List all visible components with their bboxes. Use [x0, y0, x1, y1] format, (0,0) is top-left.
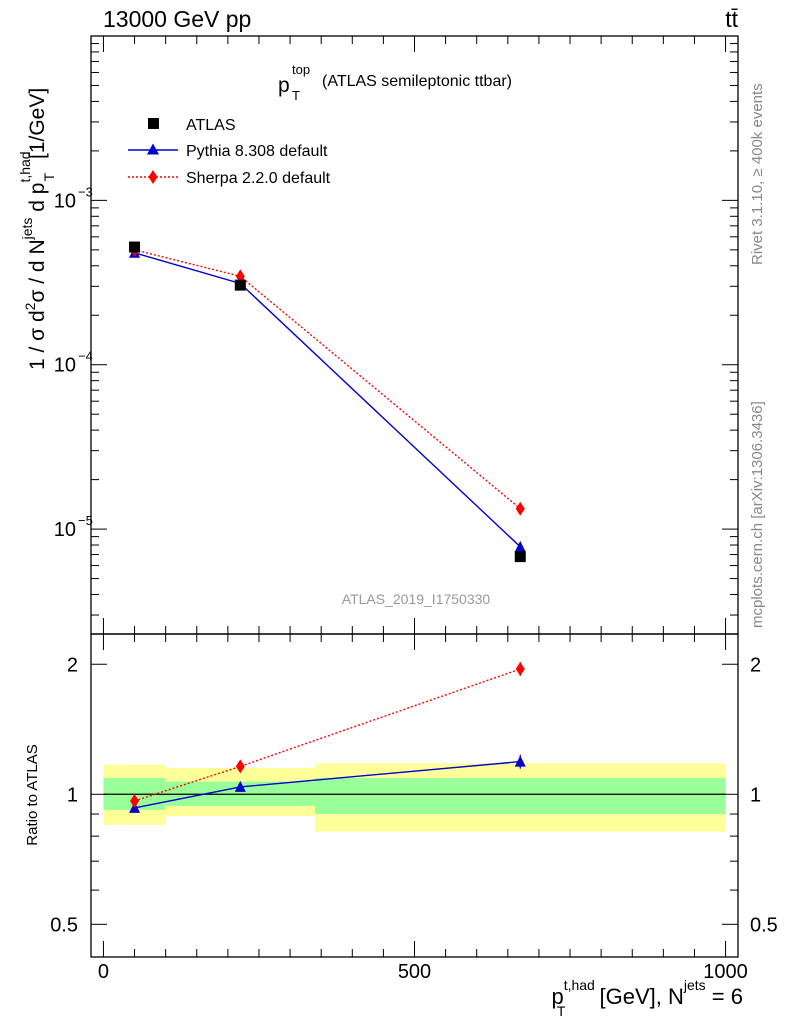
ylabel-top: 1 / σ d2σ / d Njets d pt,had T [1/GeV] — [17, 88, 57, 370]
ratio-series-0-point-2 — [514, 755, 526, 767]
main-panel: 10−510−410−3 p top T (ATLAS semileptonic… — [17, 35, 739, 635]
rivet-label: Rivet 3.1.10, ≥ 400k events — [749, 83, 766, 265]
plot-title-text: (ATLAS semileptonic ttbar) — [322, 73, 512, 90]
ylabel-top-subT: T — [41, 172, 57, 181]
series-1-point-2 — [514, 540, 526, 552]
ylabel-top-p1: 1 / σ d — [26, 310, 49, 370]
ratio-panel: 0.5 0.5 1 1 2 2 0 500 1000 Ratio to ATLAS pt,had… — [24, 633, 778, 1019]
ratio-xtick-label-1: 500 — [398, 961, 431, 983]
ratio-series-1-point-2 — [515, 662, 525, 677]
main-ytick-exp-0: −5 — [78, 513, 93, 528]
main-marks — [129, 241, 526, 563]
series-line-1 — [134, 252, 521, 548]
ylabel-top-p2: σ / d N — [26, 239, 49, 302]
band-inner-2 — [314, 778, 726, 815]
ratio-series-0-point-1 — [234, 780, 246, 792]
series-line-2 — [134, 249, 521, 510]
ratio-axes: 0.5 0.5 1 1 2 2 0 500 1000 — [50, 634, 778, 983]
ratio-ytick-label-right-1: 1 — [750, 784, 761, 806]
legend-sherpa-marker — [148, 170, 158, 184]
ratio-ytick-label-right-2: 2 — [750, 654, 761, 676]
ratio-ytick-label-right-0: 0.5 — [750, 914, 778, 936]
xlabel: pt,had T [GeV], Njets = 6 — [551, 977, 743, 1019]
legend-pythia-label: Pythia 8.308 default — [186, 143, 328, 160]
main-axes: 10−510−410−3 — [54, 35, 738, 634]
main-ytick-exp-2: −3 — [78, 184, 93, 199]
ratio-xtick-label-2: 1000 — [703, 961, 748, 983]
legend: ATLAS Pythia 8.308 default Sherpa 2.2.0 … — [128, 117, 331, 187]
ratio-bands — [103, 763, 726, 832]
plot-title-var: p — [278, 74, 290, 97]
ylabel-top-supthad: t,had — [17, 151, 33, 182]
main-ytick-exp-1: −4 — [78, 349, 93, 364]
legend-pythia-marker — [147, 143, 159, 155]
xlabel-mid: [GeV], N — [593, 984, 683, 1009]
ylabel-top-supjets: jets — [19, 218, 35, 241]
ylabel-top-p3: d p — [26, 183, 49, 218]
xlabel-end: = 6 — [706, 984, 743, 1009]
ylabel-top-sup2: 2 — [22, 302, 38, 310]
plot-title-sub: T — [292, 88, 300, 103]
main-ytick-label-1: 10 — [54, 355, 76, 377]
legend-atlas-marker — [148, 118, 159, 129]
ylabel-ratio: Ratio to ATLAS — [24, 744, 41, 845]
ratio-ytick-label-left-2: 2 — [67, 654, 78, 676]
legend-sherpa-label: Sherpa 2.2.0 default — [186, 170, 331, 187]
legend-atlas-label: ATLAS — [186, 117, 236, 134]
ratio-xtick-label-0: 0 — [98, 961, 109, 983]
ylabel-top-p4: [1/GeV] — [26, 88, 49, 165]
plot-title-sup: top — [292, 62, 310, 77]
series-0-point-1 — [234, 279, 246, 291]
ratio-marks — [129, 662, 526, 813]
ratio-series-1-point-1 — [235, 759, 245, 774]
series-0-point-0 — [129, 241, 141, 253]
analysis-id: ATLAS_2019_I1750330 — [342, 591, 491, 607]
mcplots-label: mcplots.cern.ch [arXiv:1306.3436] — [749, 401, 766, 628]
series-2-point-2 — [515, 501, 525, 516]
xlabel-p: p — [551, 984, 563, 1009]
ratio-ytick-label-left-1: 1 — [67, 784, 78, 806]
series-0-point-2 — [514, 551, 526, 563]
main-ytick-label-2: 10 — [54, 190, 76, 212]
ratio-ytick-label-left-0: 0.5 — [50, 914, 78, 936]
energy-label: 13000 GeV pp — [103, 6, 251, 32]
ratio-series-1-point-0 — [130, 793, 140, 808]
xlabel-sup: t,had — [564, 977, 595, 993]
xlabel-sub: T — [557, 1003, 566, 1019]
xlabel-sup2: jets — [683, 977, 706, 993]
main-ytick-label-0: 10 — [54, 519, 76, 541]
ratio-line-1 — [134, 668, 521, 802]
process-label: tt̄ — [725, 6, 738, 32]
